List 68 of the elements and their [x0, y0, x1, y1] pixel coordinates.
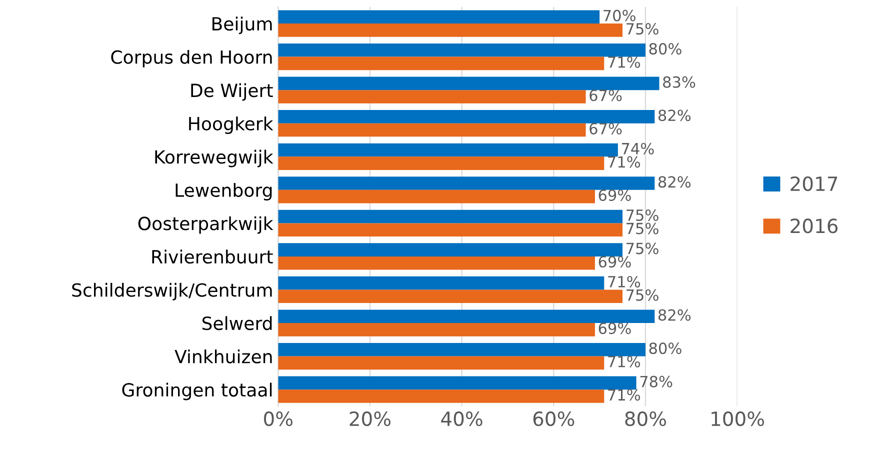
bar: [278, 143, 618, 157]
bar: [278, 76, 660, 90]
data-label: 71%: [608, 389, 640, 401]
bar: [278, 43, 646, 57]
data-label: 71%: [608, 156, 640, 168]
data-label: 71%: [608, 276, 640, 288]
data-label: 74%: [622, 142, 654, 154]
data-label: 75%: [626, 242, 658, 254]
data-label: 71%: [608, 356, 640, 368]
x-tick-label: 20%: [350, 411, 391, 426]
data-label: 80%: [649, 342, 682, 354]
legend-label: 2017: [790, 176, 838, 192]
bar: [278, 276, 604, 290]
legend-label: 2016: [790, 218, 838, 234]
bar: [278, 256, 595, 270]
y-tick-label: Groningen totaal: [122, 382, 272, 400]
data-label: 75%: [626, 23, 658, 35]
y-tick-label: Hoogkerk: [189, 116, 274, 134]
bar: [278, 56, 604, 70]
data-label: 82%: [658, 110, 691, 122]
y-tick-label: Korrewegwijk: [155, 150, 274, 168]
data-label: 70%: [604, 10, 636, 22]
bar: [278, 342, 646, 356]
data-label: 82%: [658, 309, 691, 321]
bar: [278, 210, 623, 224]
bar: [278, 110, 655, 124]
y-tick-label: Lewenborg: [176, 183, 272, 201]
bar: [278, 223, 623, 236]
x-tick-label: 80%: [625, 411, 666, 426]
data-label: 69%: [598, 256, 631, 268]
x-tick-label: 40%: [441, 411, 482, 426]
data-label: 69%: [598, 322, 631, 334]
y-tick-label: Rivierenbuurt: [152, 250, 273, 264]
data-label: 75%: [626, 209, 658, 221]
y-tick-label: Oosterparkwijk: [138, 216, 274, 234]
data-label: 71%: [608, 56, 640, 68]
data-label: 67%: [590, 90, 622, 102]
y-tick-label: Vinkhuizen: [174, 349, 272, 364]
bar: [278, 290, 623, 304]
bar: [278, 123, 586, 137]
x-tick-label: 60%: [533, 411, 574, 426]
y-tick-label: Beijum: [212, 16, 272, 34]
data-label: 80%: [649, 43, 682, 55]
bar: [278, 156, 604, 170]
bar: [278, 390, 604, 403]
bar: [278, 310, 655, 324]
bar: [278, 90, 586, 104]
data-label: 75%: [626, 222, 658, 234]
bar: [278, 190, 595, 204]
bar: [278, 24, 623, 37]
x-tick-label: 0%: [264, 411, 292, 426]
bar: [278, 10, 600, 24]
bar: [278, 376, 636, 390]
data-label: 75%: [626, 289, 658, 301]
bar: [278, 323, 595, 336]
y-tick-label: Selwerd: [202, 316, 272, 330]
x-tick-label: 100%: [712, 411, 764, 426]
data-label: 82%: [658, 176, 691, 188]
y-tick-label: De Wijert: [191, 83, 273, 101]
data-label: 78%: [640, 376, 672, 388]
data-label: 83%: [663, 76, 696, 88]
y-tick-label: Schilderswijk/Centrum: [72, 282, 272, 300]
bar: [278, 176, 655, 190]
y-tick-label: Corpus den Hoorn: [111, 50, 272, 68]
data-label: 67%: [590, 122, 622, 134]
data-label: 69%: [598, 189, 631, 201]
bar: [278, 356, 604, 370]
bar: [278, 243, 623, 256]
